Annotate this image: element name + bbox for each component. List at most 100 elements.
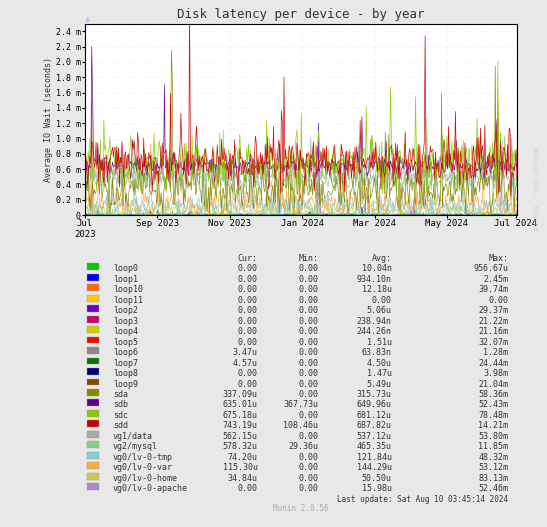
Text: 0.00: 0.00 <box>298 296 318 305</box>
Text: 53.80m: 53.80m <box>478 432 508 441</box>
Text: 0.00: 0.00 <box>298 484 318 493</box>
Text: 0.00: 0.00 <box>298 411 318 420</box>
Text: 0.00: 0.00 <box>298 369 318 378</box>
Text: loop9: loop9 <box>113 379 138 388</box>
Text: 14.21m: 14.21m <box>478 422 508 431</box>
FancyBboxPatch shape <box>87 431 99 438</box>
Text: 29.36u: 29.36u <box>288 442 318 452</box>
Text: sdb: sdb <box>113 401 128 409</box>
Text: 0.00: 0.00 <box>237 275 258 284</box>
Text: 0.00: 0.00 <box>298 348 318 357</box>
Text: 5.49u: 5.49u <box>366 379 392 388</box>
Text: 0.00: 0.00 <box>298 285 318 294</box>
Text: 0.00: 0.00 <box>237 296 258 305</box>
Text: 53.12m: 53.12m <box>478 463 508 472</box>
Text: 52.43m: 52.43m <box>478 401 508 409</box>
Text: vg0/lv-0-home: vg0/lv-0-home <box>113 474 178 483</box>
Text: 0.00: 0.00 <box>237 327 258 336</box>
Text: vg0/lv-0-var: vg0/lv-0-var <box>113 463 173 472</box>
Text: loop6: loop6 <box>113 348 138 357</box>
Text: 0.00: 0.00 <box>237 285 258 294</box>
FancyBboxPatch shape <box>87 326 99 333</box>
Text: 562.15u: 562.15u <box>223 432 258 441</box>
Text: 0.00: 0.00 <box>237 306 258 315</box>
FancyBboxPatch shape <box>87 473 99 480</box>
Text: 0.00: 0.00 <box>237 484 258 493</box>
Text: 115.30u: 115.30u <box>223 463 258 472</box>
Text: 74.20u: 74.20u <box>228 453 258 462</box>
FancyBboxPatch shape <box>87 389 99 396</box>
Text: 48.32m: 48.32m <box>478 453 508 462</box>
Text: 315.73u: 315.73u <box>357 390 392 399</box>
Text: 675.18u: 675.18u <box>223 411 258 420</box>
Text: 12.18u: 12.18u <box>362 285 392 294</box>
Text: 108.46u: 108.46u <box>283 422 318 431</box>
Text: sdc: sdc <box>113 411 128 420</box>
Text: 50.50u: 50.50u <box>362 474 392 483</box>
Text: 743.19u: 743.19u <box>223 422 258 431</box>
Text: sda: sda <box>113 390 128 399</box>
Text: 0.00: 0.00 <box>298 327 318 336</box>
Text: 0.00: 0.00 <box>237 379 258 388</box>
Text: vg0/lv-0-apache: vg0/lv-0-apache <box>113 484 188 493</box>
FancyBboxPatch shape <box>87 441 99 448</box>
FancyBboxPatch shape <box>87 284 99 291</box>
Text: Munin 2.0.56: Munin 2.0.56 <box>273 504 329 513</box>
FancyBboxPatch shape <box>87 358 99 364</box>
Text: 10.04n: 10.04n <box>362 265 392 274</box>
Text: 465.35u: 465.35u <box>357 442 392 452</box>
Text: 3.98m: 3.98m <box>483 369 508 378</box>
Text: 2.45m: 2.45m <box>483 275 508 284</box>
Text: 0.00: 0.00 <box>298 453 318 462</box>
Text: 578.32u: 578.32u <box>223 442 258 452</box>
FancyBboxPatch shape <box>87 421 99 427</box>
Text: loop2: loop2 <box>113 306 138 315</box>
Text: 956.67u: 956.67u <box>473 265 508 274</box>
Text: 121.84u: 121.84u <box>357 453 392 462</box>
Text: 0.00: 0.00 <box>237 265 258 274</box>
Text: 1.28m: 1.28m <box>483 348 508 357</box>
Text: 681.12u: 681.12u <box>357 411 392 420</box>
Text: 337.09u: 337.09u <box>223 390 258 399</box>
FancyBboxPatch shape <box>87 347 99 354</box>
Text: 5.06u: 5.06u <box>366 306 392 315</box>
Text: 15.98u: 15.98u <box>362 484 392 493</box>
Y-axis label: Average IO Wait (seconds): Average IO Wait (seconds) <box>44 57 53 182</box>
Text: 83.13m: 83.13m <box>478 474 508 483</box>
Text: 0.00: 0.00 <box>298 432 318 441</box>
Text: 11.85m: 11.85m <box>478 442 508 452</box>
Text: Last update: Sat Aug 10 03:45:14 2024: Last update: Sat Aug 10 03:45:14 2024 <box>337 495 508 504</box>
Text: 649.96u: 649.96u <box>357 401 392 409</box>
Text: 52.46m: 52.46m <box>478 484 508 493</box>
Text: 24.44m: 24.44m <box>478 358 508 368</box>
Text: 687.82u: 687.82u <box>357 422 392 431</box>
Text: 0.00: 0.00 <box>298 463 318 472</box>
Text: loop1: loop1 <box>113 275 138 284</box>
Text: loop10: loop10 <box>113 285 143 294</box>
Text: 63.83n: 63.83n <box>362 348 392 357</box>
FancyBboxPatch shape <box>87 337 99 344</box>
FancyBboxPatch shape <box>87 295 99 301</box>
Text: loop0: loop0 <box>113 265 138 274</box>
Text: 0.00: 0.00 <box>237 317 258 326</box>
Text: 21.04m: 21.04m <box>478 379 508 388</box>
Text: 934.10n: 934.10n <box>357 275 392 284</box>
Text: 0.00: 0.00 <box>298 379 318 388</box>
Text: 0.00: 0.00 <box>237 338 258 347</box>
Text: 0.00: 0.00 <box>298 474 318 483</box>
Text: 39.74m: 39.74m <box>478 285 508 294</box>
Text: 0.00: 0.00 <box>237 369 258 378</box>
Text: 367.73u: 367.73u <box>283 401 318 409</box>
Text: sdd: sdd <box>113 422 128 431</box>
Text: 3.47u: 3.47u <box>232 348 258 357</box>
Text: ▲: ▲ <box>85 16 90 22</box>
Text: vg2/mysql: vg2/mysql <box>113 442 158 452</box>
Text: 0.00: 0.00 <box>298 358 318 368</box>
Text: Avg:: Avg: <box>371 254 392 263</box>
Text: 29.37m: 29.37m <box>478 306 508 315</box>
Text: 0.00: 0.00 <box>298 390 318 399</box>
Text: 34.84u: 34.84u <box>228 474 258 483</box>
Text: 21.16m: 21.16m <box>478 327 508 336</box>
FancyBboxPatch shape <box>87 316 99 323</box>
Text: 58.36m: 58.36m <box>478 390 508 399</box>
